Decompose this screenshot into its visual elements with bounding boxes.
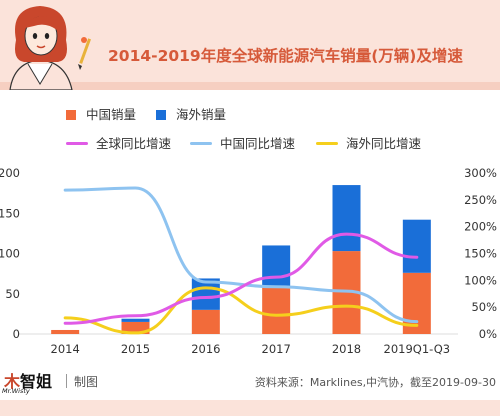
- bar-china-sales: [262, 287, 291, 334]
- source-note: 资料来源：Marklines,中汽协，截至2019-09-30: [254, 376, 496, 389]
- bar-overseas-sales: [402, 219, 431, 273]
- bar-overseas-sales: [121, 318, 150, 322]
- bar-overseas-sales: [262, 245, 291, 288]
- y-left-tick-label: 50: [5, 287, 20, 301]
- x-tick-label: 2018: [332, 342, 361, 356]
- y-left-tick-label: 150: [0, 206, 20, 220]
- legend-item-overseas-growth: 海外同比增速: [316, 133, 421, 152]
- legend-swatch: [66, 142, 88, 145]
- legend-swatch: [316, 142, 338, 145]
- line-overseas-growth: [63, 286, 419, 335]
- bar-overseas-sales: [191, 278, 220, 310]
- y-left-tick-label: 0: [13, 327, 20, 341]
- x-tick-label: 2019Q1-Q3: [384, 342, 451, 356]
- x-tick-label: 2016: [191, 342, 220, 356]
- combo-chart: 0 50 100 150 200 0% 50% 100% 150% 200% 250% 300% 201…: [0, 166, 497, 356]
- bar-china-sales: [191, 309, 220, 334]
- legend-swatch: [156, 110, 166, 120]
- x-tick-label: 2015: [121, 342, 150, 356]
- logo-subtext: Mr.Wisty: [2, 387, 30, 395]
- legend-item-overseas-sales: 海外销量: [156, 104, 226, 123]
- y-left-tick-label: 100: [0, 247, 20, 261]
- legend-item-china-growth: 中国同比增速: [190, 133, 295, 152]
- legend-swatch: [66, 110, 76, 120]
- x-tick-label: 2017: [262, 342, 291, 356]
- legend-label: 海外销量: [176, 107, 227, 122]
- y-right-tick-label: 250%: [464, 193, 497, 207]
- x-tick-label: 2014: [51, 342, 80, 356]
- header-banner: [0, 0, 500, 90]
- y-right-tick-label: 200%: [464, 220, 497, 234]
- legend-item-global-growth: 全球同比增速: [66, 133, 171, 152]
- legend-item-china-sales: 中国销量: [66, 104, 136, 123]
- y-right-tick-label: 150%: [464, 247, 497, 261]
- footer-bar: [0, 400, 500, 416]
- y-right-tick-label: 0%: [479, 327, 497, 341]
- legend-label: 中国销量: [86, 107, 137, 122]
- legend-label: 海外同比增速: [346, 136, 422, 151]
- y-right-tick-label: 100%: [464, 273, 497, 287]
- legend-swatch: [190, 142, 212, 145]
- footer-divider: [66, 374, 67, 388]
- logo-mark-icon: 木: [4, 372, 21, 391]
- mascot-avatar-icon: [9, 6, 91, 90]
- made-by-label: 制图: [74, 375, 99, 389]
- y-left-tick-label: 200: [0, 166, 20, 180]
- header-stripe: [0, 82, 500, 90]
- line-china-growth: [63, 186, 419, 324]
- brand-logo: 木智姐: [4, 368, 52, 392]
- legend-label: 中国同比增速: [220, 136, 296, 151]
- y-right-tick-label: 50%: [471, 300, 497, 314]
- y-right-tick-label: 300%: [464, 166, 497, 180]
- line-global-growth: [63, 232, 419, 325]
- bar-china-sales: [51, 329, 80, 334]
- legend-label: 全球同比增速: [96, 136, 172, 151]
- chart-title: 2014-2019年度全球新能源汽车销量(万辆)及增速: [108, 47, 463, 65]
- bar-overseas-sales: [332, 185, 361, 252]
- logo-text: 智姐: [20, 372, 53, 391]
